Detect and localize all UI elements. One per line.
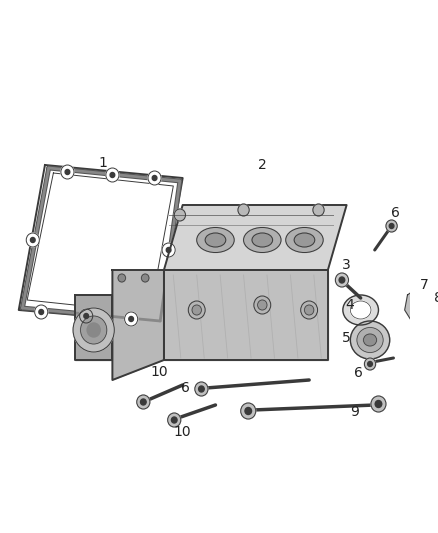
Text: 9: 9 [350,405,359,419]
Ellipse shape [350,301,371,319]
Ellipse shape [343,295,378,325]
Circle shape [389,223,394,229]
Circle shape [84,313,88,319]
Text: 6: 6 [391,206,400,220]
Circle shape [110,173,115,177]
Text: 7: 7 [420,278,429,292]
Text: 6: 6 [181,381,190,395]
Circle shape [241,403,256,419]
Circle shape [148,171,161,185]
Text: 2: 2 [258,158,267,172]
Circle shape [192,305,201,315]
Circle shape [162,243,175,257]
Circle shape [386,220,397,232]
Ellipse shape [350,321,390,359]
Polygon shape [164,205,346,270]
Text: 10: 10 [150,365,168,379]
Circle shape [375,400,382,408]
Polygon shape [75,295,113,360]
Polygon shape [164,270,328,360]
Circle shape [258,300,267,310]
Circle shape [73,308,114,352]
Circle shape [141,274,149,282]
Circle shape [61,165,74,179]
Ellipse shape [357,327,383,352]
Circle shape [304,305,314,315]
Text: 5: 5 [342,331,351,345]
Polygon shape [405,285,431,322]
Circle shape [106,168,119,182]
Circle shape [35,305,48,319]
Text: 1: 1 [99,156,107,170]
Circle shape [118,274,126,282]
Ellipse shape [205,233,226,247]
Circle shape [195,382,208,396]
Circle shape [238,204,249,216]
Circle shape [124,312,138,326]
Circle shape [141,399,146,405]
Circle shape [301,301,318,319]
Circle shape [364,358,376,370]
Ellipse shape [286,228,323,253]
Ellipse shape [364,334,377,346]
Circle shape [339,277,345,283]
Circle shape [137,395,150,409]
Circle shape [81,316,107,344]
Circle shape [171,417,177,423]
Circle shape [87,323,100,337]
Circle shape [65,169,70,174]
Text: 6: 6 [354,366,363,380]
Circle shape [367,361,372,367]
Circle shape [188,301,205,319]
Circle shape [166,247,171,253]
Circle shape [80,309,93,323]
Circle shape [152,175,157,181]
Circle shape [31,238,35,243]
Circle shape [254,296,271,314]
Circle shape [174,209,185,221]
Circle shape [245,408,251,415]
Text: 8: 8 [434,291,438,305]
Text: 4: 4 [345,298,354,312]
Circle shape [26,233,39,247]
Circle shape [168,413,181,427]
Ellipse shape [244,228,281,253]
Circle shape [371,396,386,412]
Circle shape [39,310,43,314]
Text: 10: 10 [174,425,191,439]
Polygon shape [113,270,164,380]
Ellipse shape [252,233,272,247]
Circle shape [198,386,204,392]
Ellipse shape [294,233,315,247]
Ellipse shape [197,228,234,253]
Circle shape [313,204,324,216]
Text: 3: 3 [342,258,351,272]
Circle shape [129,317,134,321]
Circle shape [336,273,349,287]
